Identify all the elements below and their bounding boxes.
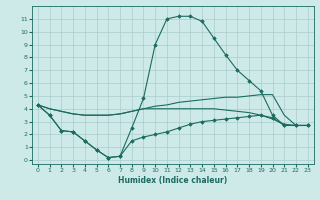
X-axis label: Humidex (Indice chaleur): Humidex (Indice chaleur)	[118, 176, 228, 185]
